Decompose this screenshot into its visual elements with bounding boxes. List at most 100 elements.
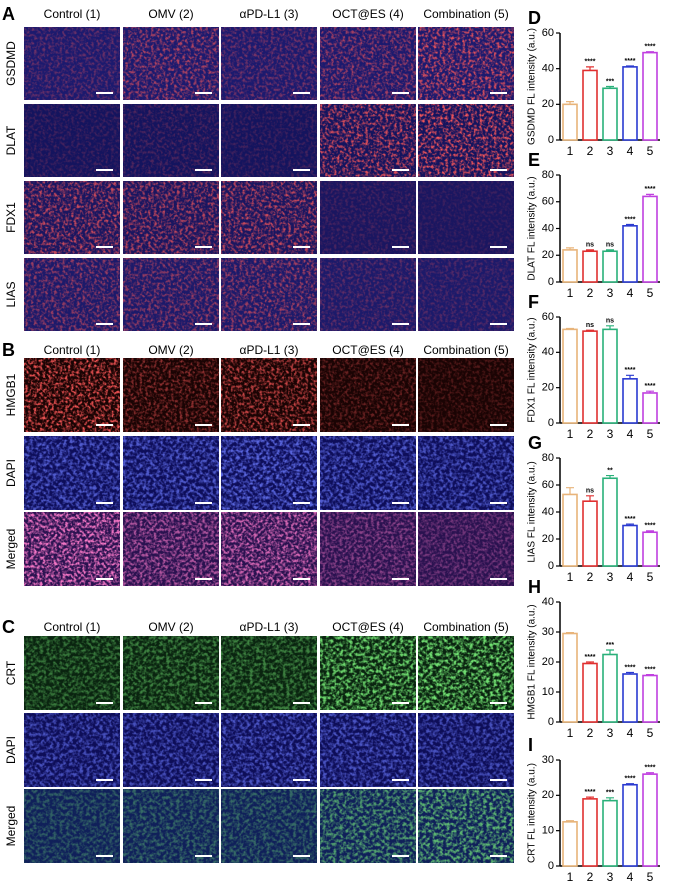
row-label: DAPI [4, 736, 18, 764]
bar [622, 378, 638, 424]
column-header: Control (1) [44, 343, 101, 357]
column-header: OCT@ES (4) [332, 620, 404, 634]
bar [562, 821, 578, 867]
micrograph-signal [24, 181, 120, 254]
micrograph-signal [418, 258, 514, 331]
y-tick-label: 20 [542, 249, 554, 261]
panel-letter: B [2, 340, 15, 360]
error-bar [626, 65, 634, 67]
x-tick-label: 2 [587, 726, 594, 740]
bar [622, 783, 638, 867]
error-bar [606, 649, 614, 655]
bar [622, 524, 638, 567]
x-tick-label: 5 [647, 870, 654, 884]
significance: **** [625, 516, 636, 523]
micrograph-signal [221, 789, 317, 863]
micrograph-signal [24, 789, 120, 863]
significance: **** [625, 58, 636, 65]
x-tick-label: 2 [587, 286, 594, 300]
significance: *** [606, 78, 614, 85]
x-tick-label: 2 [587, 570, 594, 584]
micrograph-signal [418, 789, 514, 863]
micrograph-signal [221, 181, 317, 254]
bar [642, 195, 658, 283]
y-tick-label: 60 [542, 311, 554, 323]
error-bar [646, 51, 654, 53]
micrograph-signal [123, 512, 219, 586]
column-header: Control (1) [44, 620, 101, 634]
significance: **** [625, 367, 636, 374]
significance: ns [586, 242, 594, 249]
y-tick-label: 40 [542, 596, 554, 608]
y-tick-label: 20 [542, 533, 554, 545]
y-tick-label: 0 [548, 860, 554, 872]
bar [562, 249, 578, 283]
x-tick-label: 3 [607, 570, 614, 584]
micrograph-signal [418, 512, 514, 586]
bar [582, 798, 598, 867]
bar [562, 328, 578, 424]
significance: **** [645, 523, 656, 530]
row-label: GSDMD [4, 41, 18, 86]
significance: **** [585, 59, 596, 66]
error-bar [566, 632, 574, 634]
y-tick-label: 30 [542, 626, 554, 638]
bar [602, 250, 618, 283]
x-tick-label: 5 [647, 726, 654, 740]
x-tick-label: 1 [567, 570, 574, 584]
significance: ns [586, 322, 594, 329]
error-bar [646, 390, 654, 393]
y-axis-label: GSDMD FL intensity (a.u.) [527, 28, 538, 145]
y-tick-label: 20 [542, 98, 554, 110]
x-tick-label: 4 [627, 870, 634, 884]
micrograph-signal [320, 713, 416, 787]
row-label: DAPI [4, 459, 18, 487]
micrograph-signal [123, 789, 219, 863]
y-axis-label: FDX1 FL intensity (a.u.) [527, 317, 538, 422]
bar [642, 51, 658, 141]
significance: **** [645, 186, 656, 193]
error-bar [586, 329, 594, 332]
panel-letter: C [2, 617, 15, 637]
significance: **** [585, 789, 596, 796]
column-header: Control (1) [44, 7, 101, 21]
micrograph-signal [418, 436, 514, 510]
x-tick-label: 1 [567, 144, 574, 158]
error-bar [646, 530, 654, 533]
row-label: FDX1 [4, 202, 18, 233]
micrograph-signal [221, 358, 317, 432]
bar [602, 653, 618, 723]
micrograph-signal [221, 258, 317, 331]
bar [622, 673, 638, 723]
panel-letter: F [528, 292, 539, 312]
micrograph-signal [123, 713, 219, 787]
error-bar [586, 796, 594, 799]
x-tick-label: 4 [627, 286, 634, 300]
y-tick-label: 0 [548, 276, 554, 288]
y-tick-label: 80 [542, 169, 554, 181]
error-bar [566, 487, 574, 495]
error-bar [646, 193, 654, 197]
x-tick-label: 5 [647, 427, 654, 441]
bar [582, 330, 598, 424]
x-tick-label: 3 [607, 286, 614, 300]
significance: **** [625, 664, 636, 671]
error-bar [606, 249, 614, 252]
bar [642, 392, 658, 424]
significance: **** [625, 216, 636, 223]
column-header: OCT@ES (4) [332, 7, 404, 21]
error-bar [586, 495, 594, 502]
significance: **** [625, 776, 636, 783]
micrograph-signal [221, 436, 317, 510]
y-tick-label: 40 [542, 222, 554, 234]
y-tick-label: 0 [548, 716, 554, 728]
row-label: HMGB1 [4, 373, 18, 416]
micrograph-signal [221, 104, 317, 177]
x-tick-label: 3 [607, 726, 614, 740]
y-tick-label: 40 [542, 63, 554, 75]
micrograph-signal [418, 713, 514, 787]
significance: ** [607, 467, 613, 474]
error-bar [646, 674, 654, 676]
y-tick-label: 10 [542, 825, 554, 837]
y-tick-label: 80 [542, 452, 554, 464]
